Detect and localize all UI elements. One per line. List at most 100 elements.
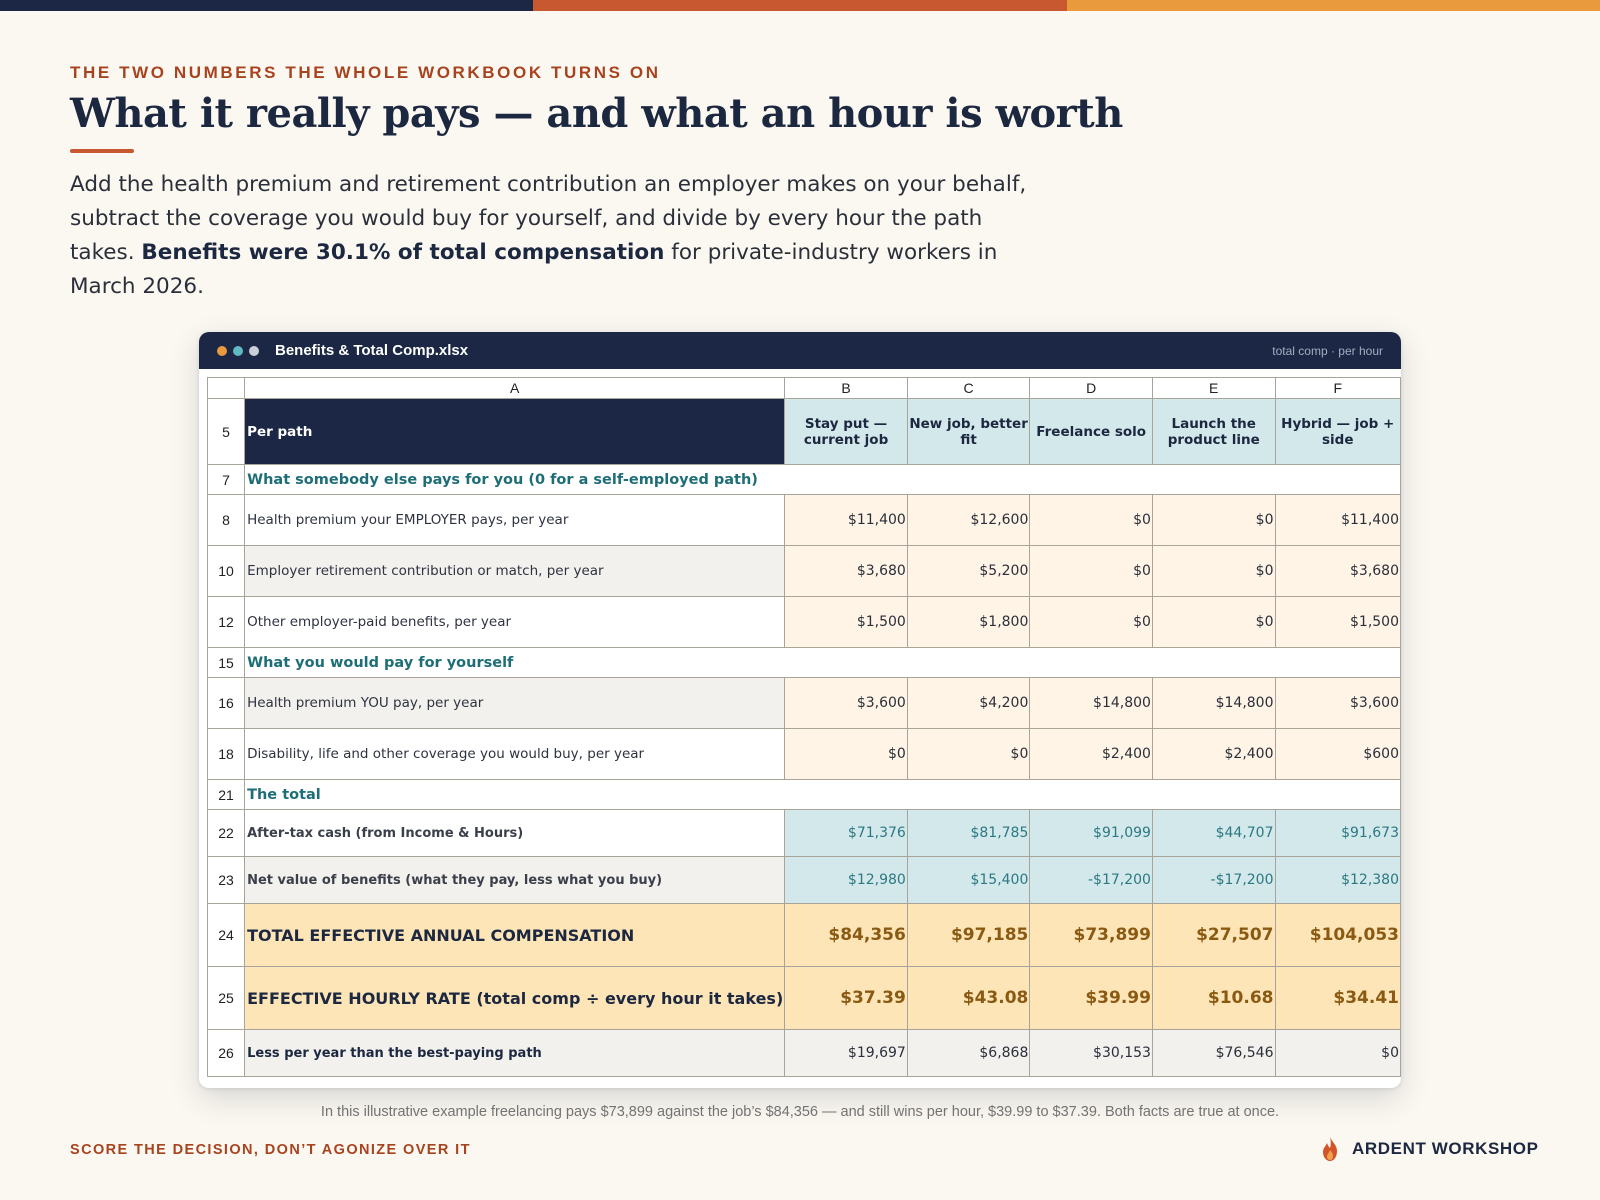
row-number[interactable]: 25 <box>206 966 246 1030</box>
row-number[interactable]: 22 <box>206 809 246 857</box>
gap-cell[interactable]: $19,697 <box>784 1029 908 1077</box>
path-header-cell[interactable]: Hybrid — job + side <box>1274 398 1401 465</box>
column-header-e[interactable]: E <box>1151 377 1276 399</box>
calc-cell[interactable]: -$17,200 <box>1029 856 1153 904</box>
window-dot-gray-icon[interactable] <box>249 345 259 356</box>
row-label[interactable]: Net value of benefits (what they pay, le… <box>244 856 786 904</box>
gap-cell[interactable]: $6,868 <box>906 1029 1031 1077</box>
total-cell[interactable]: $84,356 <box>784 903 908 967</box>
column-header-f[interactable]: F <box>1274 377 1401 399</box>
hourly-rate-row: 25 EFFECTIVE HOURLY RATE (total comp ÷ e… <box>206 966 1401 1030</box>
row-number[interactable]: 12 <box>206 596 246 648</box>
spreadsheet-window: Benefits & Total Comp.xlsx total comp · … <box>199 332 1401 1088</box>
total-cell[interactable]: $27,507 <box>1151 903 1276 967</box>
hourly-rate-cell[interactable]: $37.39 <box>784 966 908 1030</box>
calc-cell[interactable]: $15,400 <box>906 856 1031 904</box>
input-cell[interactable]: $12,600 <box>906 494 1031 546</box>
input-cell[interactable]: $0 <box>784 728 908 780</box>
gap-cell[interactable]: $30,153 <box>1029 1029 1153 1077</box>
input-cell[interactable]: $4,200 <box>906 677 1031 729</box>
hourly-rate-cell[interactable]: $34.41 <box>1274 966 1401 1030</box>
input-cell[interactable]: $0 <box>1029 596 1153 648</box>
hourly-rate-cell[interactable]: $10.68 <box>1151 966 1276 1030</box>
hourly-rate-cell[interactable]: $39.99 <box>1029 966 1153 1030</box>
section-heading-employer[interactable]: What somebody else pays for you (0 for a… <box>244 464 1401 495</box>
input-cell[interactable]: $3,680 <box>784 545 908 597</box>
per-path-header-cell[interactable]: Per path <box>244 398 786 465</box>
input-cell[interactable]: $0 <box>1029 545 1153 597</box>
row-number[interactable]: 24 <box>206 903 246 967</box>
section-heading-yourself[interactable]: What you would pay for yourself <box>244 647 1401 678</box>
row-number[interactable]: 7 <box>206 464 246 495</box>
input-cell[interactable]: $3,600 <box>1274 677 1401 729</box>
gap-cell[interactable]: $76,546 <box>1151 1029 1276 1077</box>
flame-icon <box>1323 1137 1337 1161</box>
input-cell[interactable]: $0 <box>1151 494 1276 546</box>
input-cell[interactable]: $3,600 <box>784 677 908 729</box>
path-header-cell[interactable]: Launch the product line <box>1151 398 1276 465</box>
calc-cell[interactable]: $81,785 <box>906 809 1031 857</box>
input-cell[interactable]: $14,800 <box>1029 677 1153 729</box>
input-cell[interactable]: $11,400 <box>1274 494 1401 546</box>
row-label[interactable]: Other employer-paid benefits, per year <box>244 596 786 648</box>
window-dot-teal-icon[interactable] <box>233 345 243 356</box>
column-header-a[interactable]: A <box>244 377 786 399</box>
row-number[interactable]: 15 <box>206 647 246 678</box>
calc-cell[interactable]: $71,376 <box>784 809 908 857</box>
input-cell[interactable]: $2,400 <box>1029 728 1153 780</box>
row-label[interactable]: After-tax cash (from Income & Hours) <box>244 809 786 857</box>
total-cell[interactable]: $104,053 <box>1274 903 1401 967</box>
calc-cell[interactable]: $12,980 <box>784 856 908 904</box>
row-label[interactable]: Employer retirement contribution or matc… <box>244 545 786 597</box>
section-heading-total[interactable]: The total <box>244 779 1401 810</box>
input-cell[interactable]: $0 <box>1151 545 1276 597</box>
total-label[interactable]: TOTAL EFFECTIVE ANNUAL COMPENSATION <box>244 903 786 967</box>
row-number[interactable]: 26 <box>206 1029 246 1077</box>
grid-corner[interactable] <box>206 377 246 399</box>
input-cell[interactable]: $11,400 <box>784 494 908 546</box>
path-header-cell[interactable]: Stay put — current job <box>784 398 908 465</box>
input-cell[interactable]: $0 <box>1029 494 1153 546</box>
table-row: 12 Other employer-paid benefits, per yea… <box>206 596 1401 648</box>
row-number[interactable]: 21 <box>206 779 246 810</box>
input-cell[interactable]: $1,800 <box>906 596 1031 648</box>
column-header-d[interactable]: D <box>1029 377 1153 399</box>
row-number[interactable]: 18 <box>206 728 246 780</box>
calc-cell[interactable]: -$17,200 <box>1151 856 1276 904</box>
gap-label[interactable]: Less per year than the best-paying path <box>244 1029 786 1077</box>
input-cell[interactable]: $14,800 <box>1151 677 1276 729</box>
total-cell[interactable]: $73,899 <box>1029 903 1153 967</box>
input-cell[interactable]: $600 <box>1274 728 1401 780</box>
input-cell[interactable]: $1,500 <box>784 596 908 648</box>
calc-cell[interactable]: $91,099 <box>1029 809 1153 857</box>
row-number[interactable]: 8 <box>206 494 246 546</box>
input-cell[interactable]: $2,400 <box>1151 728 1276 780</box>
hourly-rate-cell[interactable]: $43.08 <box>906 966 1031 1030</box>
total-cell[interactable]: $97,185 <box>906 903 1031 967</box>
path-header-cell[interactable]: New job, better fit <box>906 398 1031 465</box>
column-header-c[interactable]: C <box>906 377 1031 399</box>
accent-amber <box>1066 0 1600 11</box>
row-label[interactable]: Health premium YOU pay, per year <box>244 677 786 729</box>
path-header-cell[interactable]: Freelance solo <box>1029 398 1153 465</box>
input-cell[interactable]: $1,500 <box>1274 596 1401 648</box>
input-cell[interactable]: $5,200 <box>906 545 1031 597</box>
row-label[interactable]: Disability, life and other coverage you … <box>244 728 786 780</box>
row-number[interactable]: 10 <box>206 545 246 597</box>
hourly-rate-label[interactable]: EFFECTIVE HOURLY RATE (total comp ÷ ever… <box>244 966 786 1030</box>
calc-cell[interactable]: $12,380 <box>1274 856 1401 904</box>
row-number[interactable]: 16 <box>206 677 246 729</box>
path-header-row: 5 Per path Stay put — current job New jo… <box>206 398 1401 465</box>
section-row: 15 What you would pay for yourself <box>206 647 1401 678</box>
gap-cell[interactable]: $0 <box>1274 1029 1401 1077</box>
column-header-b[interactable]: B <box>784 377 908 399</box>
input-cell[interactable]: $3,680 <box>1274 545 1401 597</box>
calc-cell[interactable]: $91,673 <box>1274 809 1401 857</box>
window-dot-orange-icon[interactable] <box>217 345 227 356</box>
row-number[interactable]: 23 <box>206 856 246 904</box>
input-cell[interactable]: $0 <box>1151 596 1276 648</box>
row-label[interactable]: Health premium your EMPLOYER pays, per y… <box>244 494 786 546</box>
row-number[interactable]: 5 <box>206 398 246 465</box>
calc-cell[interactable]: $44,707 <box>1151 809 1276 857</box>
input-cell[interactable]: $0 <box>906 728 1031 780</box>
